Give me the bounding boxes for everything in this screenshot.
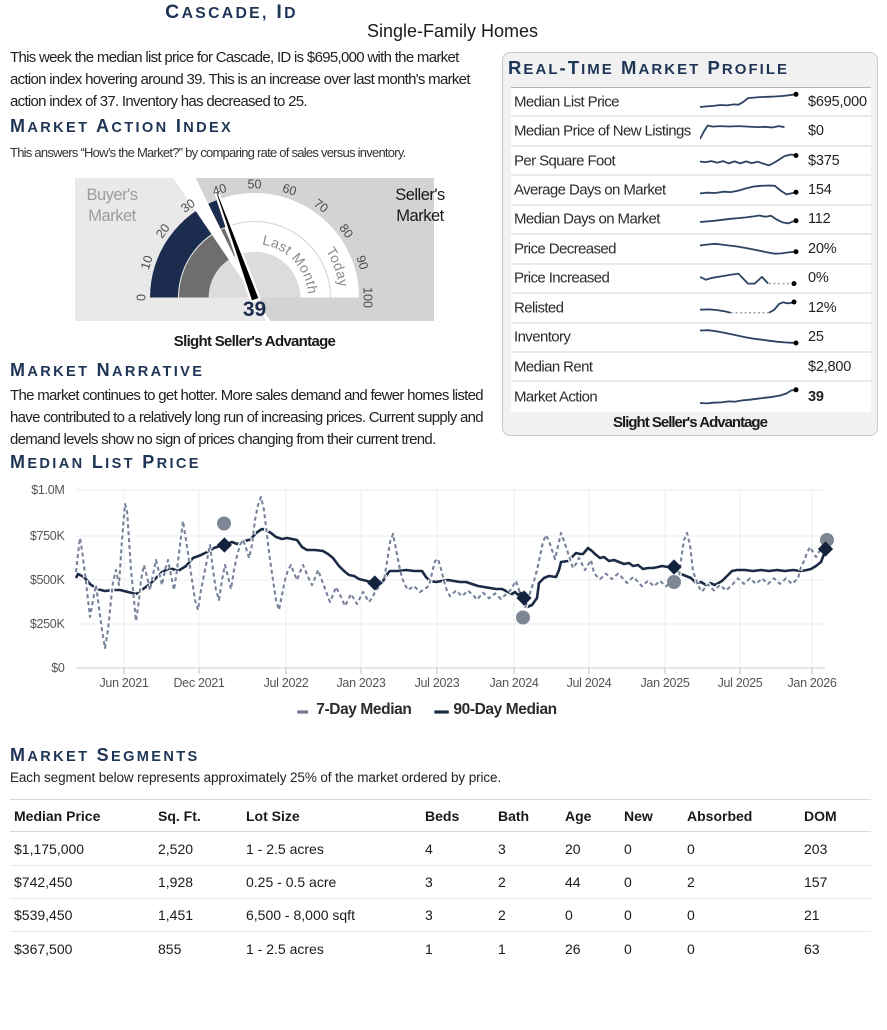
svg-text:$500K: $500K <box>30 573 66 587</box>
svg-text:$750K: $750K <box>30 529 66 543</box>
svg-text:Jul 2022: Jul 2022 <box>264 676 309 690</box>
svg-text:60: 60 <box>281 181 299 199</box>
svg-text:100: 100 <box>361 287 375 308</box>
svg-text:20: 20 <box>153 221 173 241</box>
svg-text:30: 30 <box>178 196 198 216</box>
svg-text:40: 40 <box>211 181 229 199</box>
svg-text:50: 50 <box>248 178 262 191</box>
svg-text:Jul 2023: Jul 2023 <box>415 676 460 690</box>
svg-text:70: 70 <box>311 196 331 216</box>
svg-text:Jul 2025: Jul 2025 <box>718 676 763 690</box>
svg-text:Jun 2021: Jun 2021 <box>99 676 148 690</box>
svg-text:$250K: $250K <box>30 617 66 631</box>
svg-text:Jan 2026: Jan 2026 <box>787 676 836 690</box>
svg-text:10: 10 <box>138 254 156 272</box>
svg-text:Jan 2024: Jan 2024 <box>489 676 538 690</box>
svg-text:Jan 2025: Jan 2025 <box>640 676 689 690</box>
svg-text:80: 80 <box>336 221 356 241</box>
svg-text:$0: $0 <box>51 661 65 675</box>
svg-text:Jul 2024: Jul 2024 <box>567 676 612 690</box>
svg-text:90: 90 <box>353 254 371 272</box>
svg-text:0: 0 <box>134 294 148 301</box>
svg-text:$1.0M: $1.0M <box>31 483 64 497</box>
svg-text:Jan 2023: Jan 2023 <box>336 676 385 690</box>
svg-text:Dec 2021: Dec 2021 <box>173 676 224 690</box>
